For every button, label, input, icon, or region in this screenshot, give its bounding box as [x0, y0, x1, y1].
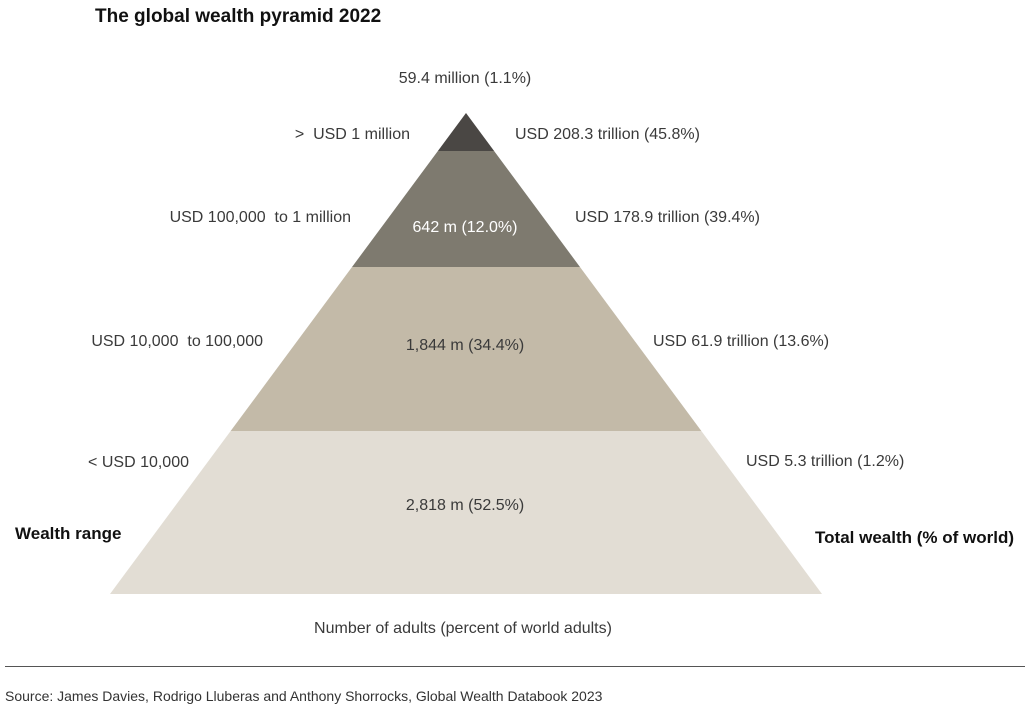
tier-2-total-wealth-label: USD 61.9 trillion (13.6%)	[653, 333, 830, 350]
total-wealth-axis-label: Total wealth (% of world)	[815, 528, 1014, 547]
source-note: Source: James Davies, Rodrigo Lluberas a…	[5, 688, 603, 704]
tier-1-adults-label: 2,818 m (52.5%)	[405, 497, 525, 514]
tier-3-total-wealth-label: USD 178.9 trillion (39.4%)	[575, 209, 760, 226]
tier-top-total-wealth-label: USD 208.3 trillion (45.8%)	[515, 126, 700, 143]
wealth-range-axis-label: Wealth range	[15, 524, 122, 543]
tier-2-adults-label: 1,844 m (34.4%)	[405, 337, 525, 354]
adults-axis-label: Number of adults (percent of world adult…	[314, 620, 612, 637]
tier-3-band	[352, 151, 580, 267]
tier-3-adults-label: 642 m (12.0%)	[412, 219, 518, 236]
chart-title: The global wealth pyramid 2022	[95, 6, 382, 27]
tier-1-band	[110, 431, 822, 594]
tier-1-wealth-range-label: < USD 10,000	[88, 454, 189, 471]
tier-1-total-wealth-label: USD 5.3 trillion (1.2%)	[746, 453, 905, 470]
tier-top-adults-label: 59.4 million (1.1%)	[398, 70, 532, 87]
tier-2-band	[230, 267, 702, 431]
tier-2-wealth-range-label: USD 10,000 to 100,000	[91, 333, 263, 350]
tier-top-band	[437, 113, 495, 151]
footer-divider	[5, 666, 1025, 667]
tier-top-wealth-range-label: > USD 1 million	[294, 126, 410, 143]
tier-3-wealth-range-label: USD 100,000 to 1 million	[169, 209, 351, 226]
